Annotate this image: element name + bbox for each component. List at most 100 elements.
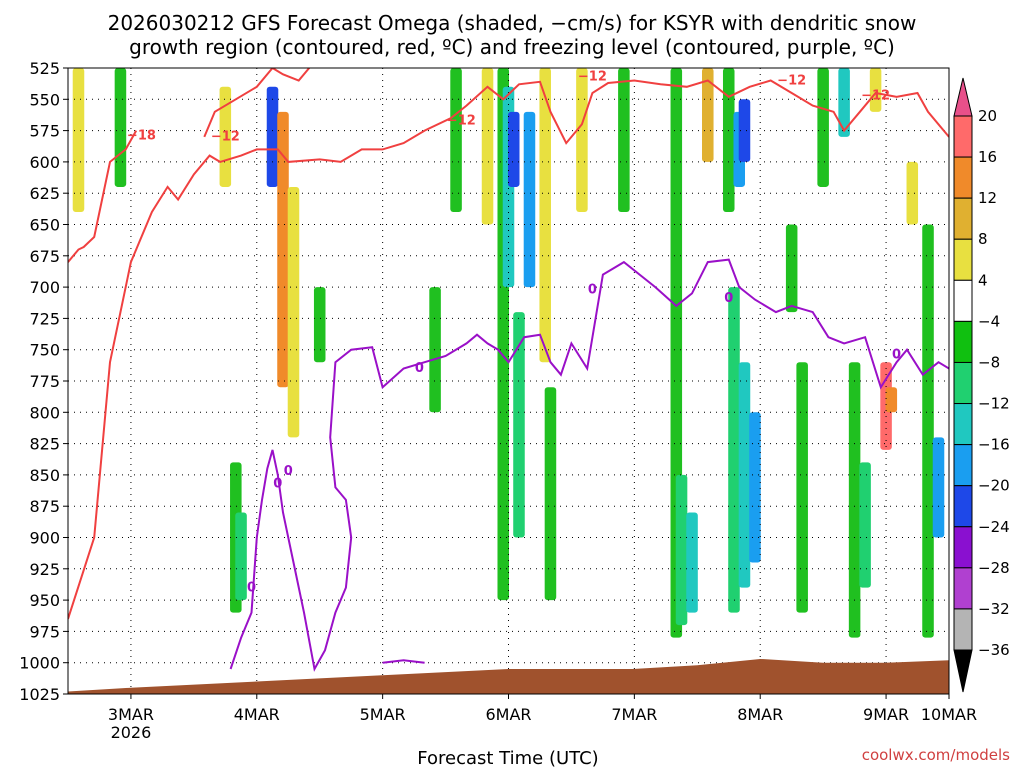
omega-shade-15	[513, 312, 525, 538]
omega-shade-24	[702, 68, 714, 162]
omega-shade-39	[885, 387, 898, 413]
xtick-label-10MAR: 10MAR	[921, 705, 977, 724]
omega-shade-42	[932, 437, 945, 538]
omega-shade-8	[313, 287, 326, 363]
colorbar-cell-10	[953, 526, 973, 569]
colorbar-cell-11	[953, 567, 973, 610]
omega-shade-41	[922, 224, 934, 638]
omega-shade-1	[114, 68, 127, 187]
colorbar-cell-12	[953, 608, 973, 651]
colorbar-label-13: −36	[978, 641, 1010, 659]
ytick-label-525: 525	[29, 59, 60, 78]
label-m12-b: −12	[447, 113, 476, 128]
colorbar-label-5: −4	[978, 312, 1000, 330]
ytick-label-625: 625	[29, 184, 60, 203]
ytick-label-1000: 1000	[19, 654, 60, 673]
colorbar-cell-1	[953, 156, 973, 199]
colorbar-label-10: −24	[978, 518, 1010, 536]
label-0-a: 0	[247, 580, 256, 595]
colorbar-cell-5	[953, 320, 973, 363]
grid-lines	[68, 67, 949, 695]
isotherm-m18-line	[68, 130, 138, 263]
omega-shade-0	[72, 68, 85, 212]
label-0-c: 0	[284, 464, 293, 479]
ytick-label-875: 875	[29, 497, 60, 516]
label-0-f: 0	[724, 291, 733, 306]
omega-shade-20	[618, 68, 630, 212]
colorbar-label-6: −8	[978, 353, 1000, 371]
omega-shade-18	[544, 387, 557, 601]
omega-shade-31	[785, 224, 798, 313]
ytick-label-550: 550	[29, 90, 60, 109]
colorbar-cell-9	[953, 485, 973, 528]
isotherm-m12-line	[68, 79, 949, 620]
omega-shade-34	[838, 68, 850, 137]
ytick-label-775: 775	[29, 372, 60, 391]
omega-shade-30	[749, 412, 761, 563]
omega-shade-36	[859, 462, 871, 588]
xtick-sublabel-3MAR: 2026	[111, 723, 152, 742]
label-0-g: 0	[892, 347, 901, 362]
omega-shade-25	[722, 68, 735, 212]
chart-title-line2: growth region (contoured, red, ºC) and f…	[129, 35, 895, 59]
colorbar-label-7: −12	[978, 395, 1010, 413]
colorbar-cell-6	[953, 361, 973, 405]
omega-shade-27	[738, 99, 751, 162]
ytick-label-725: 725	[29, 309, 60, 328]
omega-shade-35	[848, 362, 861, 638]
omega-shade-5	[266, 86, 279, 187]
xtick-label-9MAR: 9MAR	[863, 705, 909, 724]
ytick-label-825: 825	[29, 435, 60, 454]
label-m12-e: −12	[861, 88, 890, 103]
credit-text: coolwx.com/models	[862, 746, 1010, 764]
omega-shade-37	[869, 68, 882, 112]
ytick-label-950: 950	[29, 591, 60, 610]
ytick-label-1025: 1025	[19, 685, 60, 704]
ytick-label-575: 575	[29, 122, 60, 141]
label-m18: −18	[127, 128, 156, 143]
xtick-label-6MAR: 6MAR	[485, 705, 531, 724]
omega-shade-32	[796, 362, 808, 613]
omega-shade-28	[728, 287, 740, 613]
ytick-label-900: 900	[29, 529, 60, 548]
omega-shade-16	[523, 111, 536, 288]
colorbar-label-8: −16	[978, 436, 1010, 454]
omega-shade-14	[507, 111, 520, 187]
colorbar: 20 16 12 8 4 −4 −8 −12 −16 −20 −24 −28 −32 −36	[953, 77, 1010, 693]
colorbar-label-3: 8	[978, 230, 988, 248]
omega-shade-22	[675, 474, 688, 626]
omega-shade-7	[287, 186, 300, 438]
freezing-level-line	[229, 258, 949, 672]
colorbar-label-9: −20	[978, 477, 1010, 495]
terrain-area	[68, 658, 949, 694]
isotherm-m12-peak-line	[271, 68, 310, 82]
chart-title-line1: 2026030212 GFS Forecast Omega (shaded, −…	[108, 11, 917, 35]
ytick-label-600: 600	[29, 153, 60, 172]
ytick-label-850: 850	[29, 466, 60, 485]
ytick-label-675: 675	[29, 247, 60, 266]
colorbar-cell-3	[953, 238, 973, 281]
xtick-label-7MAR: 7MAR	[611, 705, 657, 724]
colorbar-label-2: 12	[978, 189, 997, 207]
omega-shade-6	[277, 111, 289, 388]
ytick-label-975: 975	[29, 622, 60, 641]
xtick-label-4MAR: 4MAR	[234, 705, 280, 724]
label-0-e: 0	[588, 282, 597, 297]
colorbar-cell-4	[953, 279, 973, 322]
colorbar-cell-2	[953, 197, 973, 240]
colorbar-cell-0	[953, 115, 973, 158]
colorbar-top-cap	[953, 77, 973, 117]
xtick-label-8MAR: 8MAR	[737, 705, 783, 724]
colorbar-label-0: 20	[978, 107, 997, 125]
isotherm-m12-upper-line	[203, 68, 274, 138]
omega-shade-23	[686, 512, 698, 613]
omega-shade-17	[539, 68, 551, 363]
omega-shade-29	[738, 362, 751, 588]
x-axis-label: Forecast Time (UTC)	[417, 748, 598, 768]
label-0-d: 0	[415, 361, 424, 376]
omega-shade-10	[450, 68, 462, 212]
colorbar-bottom-cap	[953, 649, 973, 693]
